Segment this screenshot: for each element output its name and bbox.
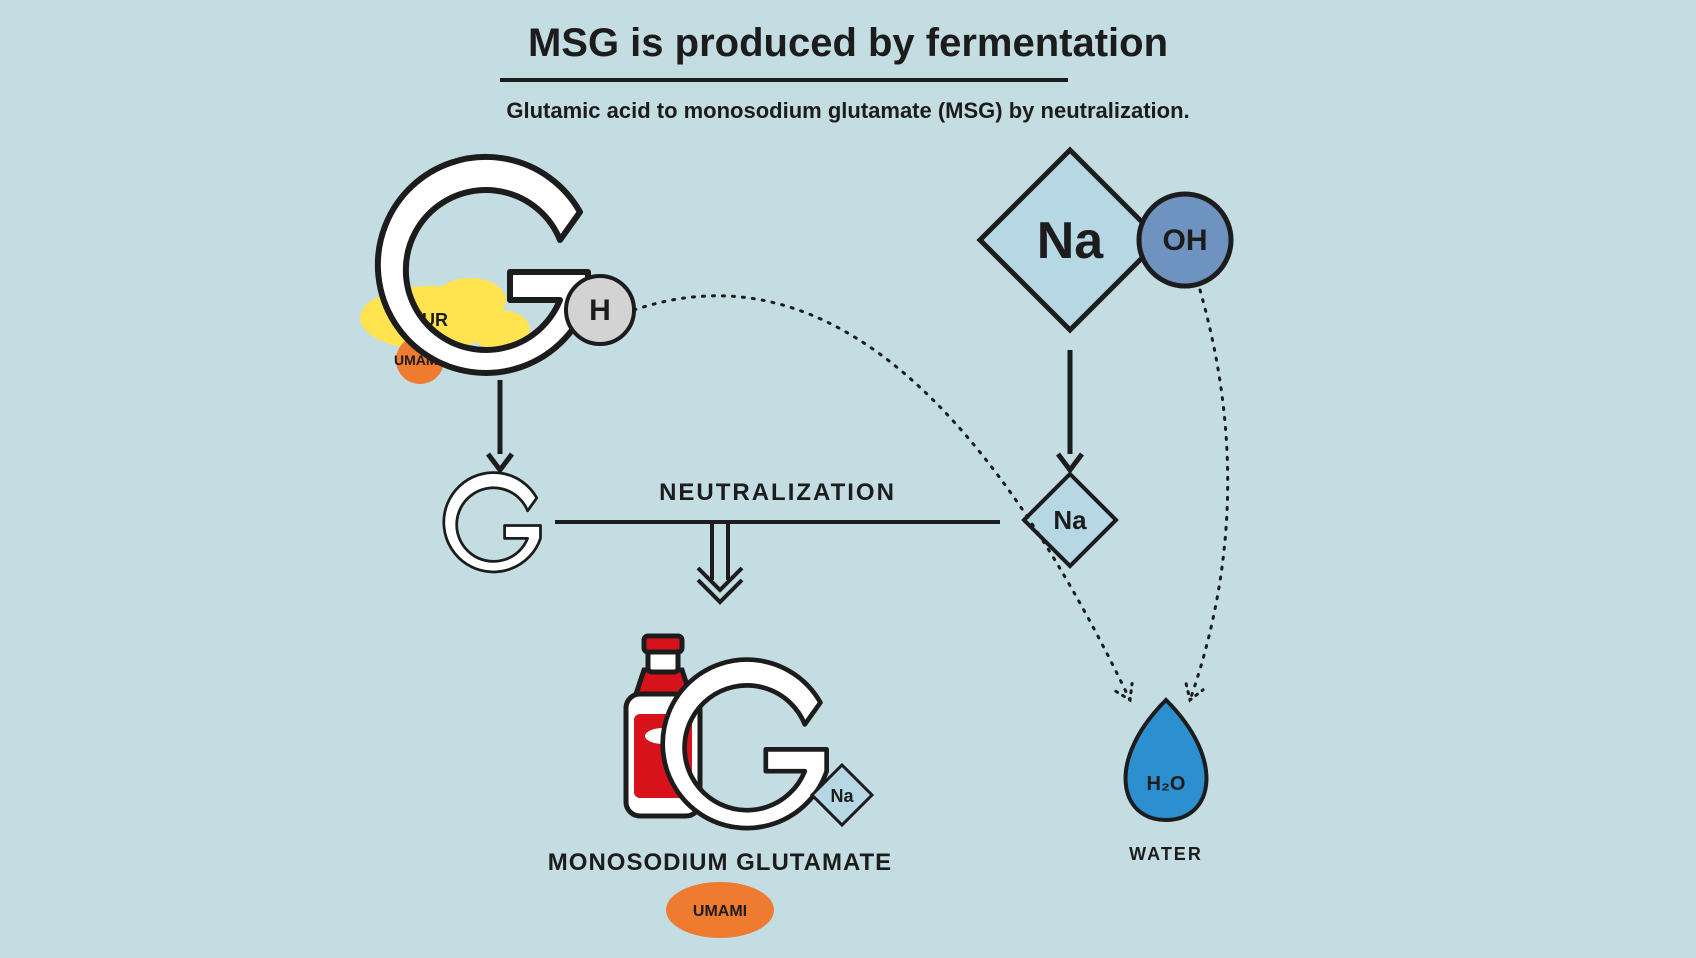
h-label: H: [589, 294, 611, 327]
na-label-final: Na: [830, 786, 854, 806]
oh-label: OH: [1163, 224, 1208, 257]
subtitle: Glutamic acid to monosodium glutamate (M…: [506, 98, 1189, 123]
umami-label-big: UMAMI: [693, 903, 747, 920]
page-title: MSG is produced by fermentation: [528, 21, 1168, 65]
h2o-label: H₂O: [1147, 773, 1186, 795]
water-label: WATER: [1129, 844, 1203, 864]
na-label-mid: Na: [1053, 505, 1087, 535]
neutralization-label: NEUTRALIZATION: [659, 479, 896, 506]
na-label-big: Na: [1037, 212, 1105, 270]
msg-label: MONOSODIUM GLUTAMATE: [548, 849, 892, 876]
